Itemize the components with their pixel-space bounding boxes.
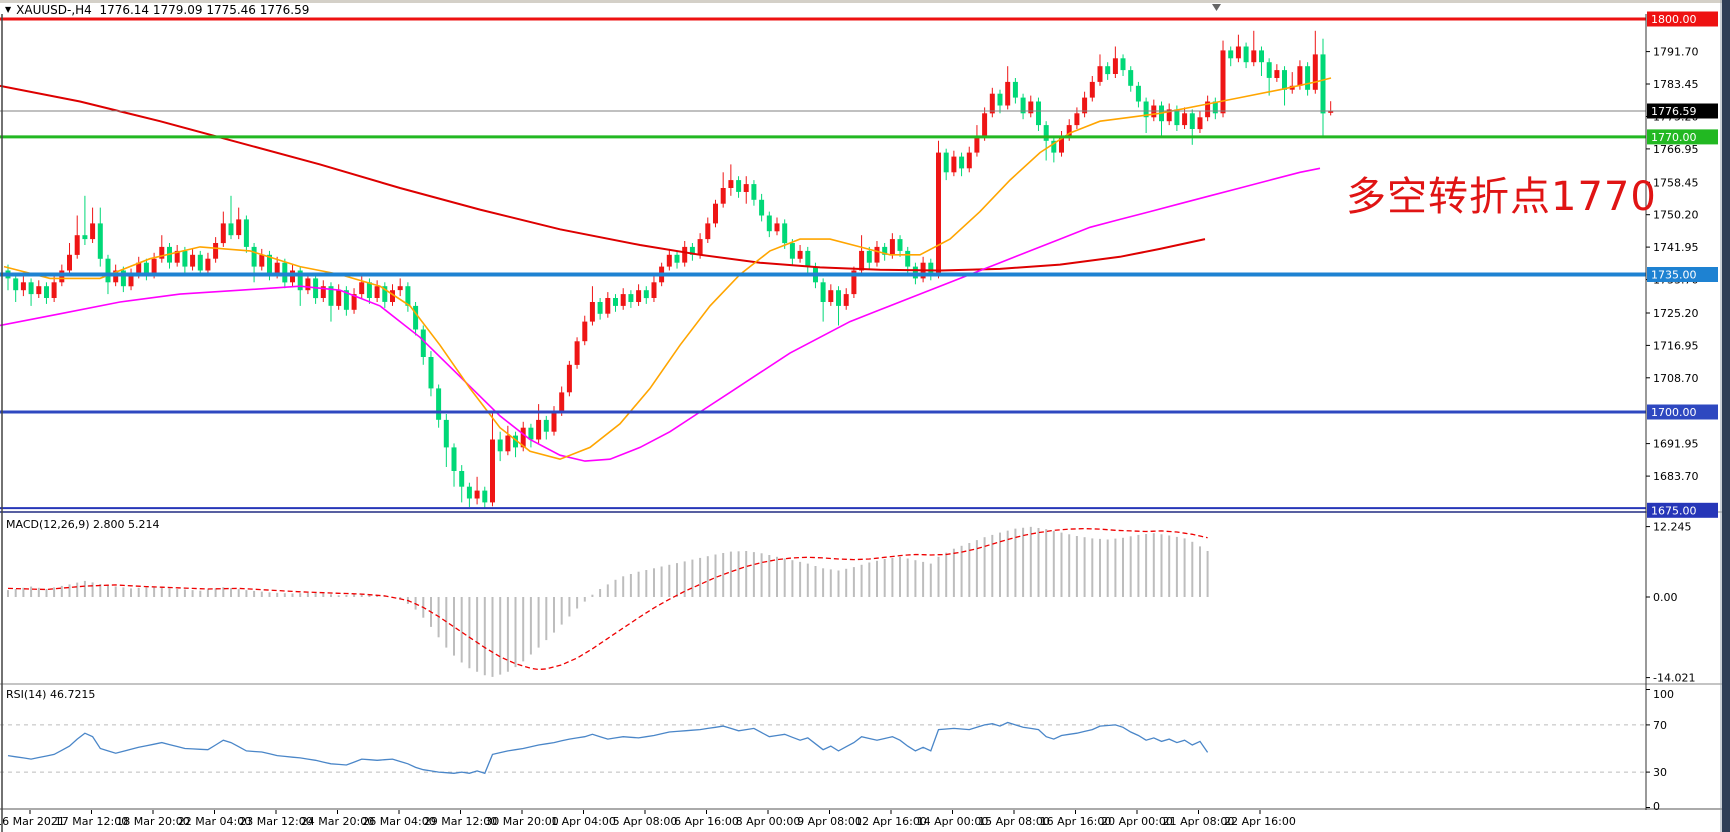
svg-text:1675.00: 1675.00 xyxy=(1651,504,1697,517)
price-axis[interactable] xyxy=(1646,14,1722,810)
svg-text:1758.45: 1758.45 xyxy=(1653,176,1699,189)
indicator-axis-layer: 12.245 0.00 -14.021 100 70 30 0 xyxy=(1646,521,1695,813)
window-top-border xyxy=(0,0,1730,3)
candles-layer xyxy=(5,30,1334,509)
svg-text:16 Apr 16:00: 16 Apr 16:00 xyxy=(1040,815,1112,828)
macd-signal-line xyxy=(7,527,1208,671)
svg-text:1 Apr 04:00: 1 Apr 04:00 xyxy=(551,815,616,828)
svg-text:22 Mar 04:00: 22 Mar 04:00 xyxy=(178,815,251,828)
svg-text:9 Apr 08:00: 9 Apr 08:00 xyxy=(797,815,862,828)
svg-text:1725.20: 1725.20 xyxy=(1653,307,1699,320)
svg-text:8 Apr 00:00: 8 Apr 00:00 xyxy=(736,815,801,828)
main-price-panel[interactable] xyxy=(0,14,1646,510)
ma-slow-red-line xyxy=(0,84,1206,272)
symbol-title-bar[interactable]: ▼ XAUUSD-,H4 1776.14 1779.09 1775.46 177… xyxy=(5,2,310,17)
svg-text:1741.95: 1741.95 xyxy=(1653,241,1699,254)
svg-text:1708.70: 1708.70 xyxy=(1653,372,1699,385)
price-axis-layer: 1791.701783.451775.201766.951758.451750.… xyxy=(1646,11,1718,518)
svg-text:1750.20: 1750.20 xyxy=(1653,209,1699,222)
svg-text:24 Mar 20:00: 24 Mar 20:00 xyxy=(301,815,374,828)
svg-text:17 Mar 12:00: 17 Mar 12:00 xyxy=(55,815,128,828)
svg-text:16 Mar 2021: 16 Mar 2021 xyxy=(0,815,65,828)
svg-text:29 Mar 12:00: 29 Mar 12:00 xyxy=(424,815,497,828)
svg-text:30 Mar 20:00: 30 Mar 20:00 xyxy=(485,815,558,828)
svg-text:0.00: 0.00 xyxy=(1653,591,1678,604)
svg-text:1766.95: 1766.95 xyxy=(1653,143,1699,156)
svg-text:1791.70: 1791.70 xyxy=(1653,46,1699,59)
svg-text:23 Mar 12:00: 23 Mar 12:00 xyxy=(239,815,312,828)
chart-annotation-text: 多空转折点1770 xyxy=(1346,174,1657,220)
svg-text:1776.59: 1776.59 xyxy=(1651,105,1697,118)
svg-text:6 Apr 16:00: 6 Apr 16:00 xyxy=(674,815,739,828)
svg-text:14 Apr 00:00: 14 Apr 00:00 xyxy=(917,815,989,828)
window-scroll-strip[interactable] xyxy=(1722,0,1730,832)
rsi-panel[interactable] xyxy=(0,686,1646,809)
svg-text:1770.00: 1770.00 xyxy=(1651,131,1697,144)
svg-text:1800.00: 1800.00 xyxy=(1651,13,1697,26)
svg-text:12.245: 12.245 xyxy=(1653,521,1692,534)
svg-text:0: 0 xyxy=(1653,800,1660,813)
rsi-indicator-label: RSI(14) 46.7215 xyxy=(6,688,96,701)
chevron-down-icon[interactable]: ▼ xyxy=(5,4,12,14)
rsi-layer xyxy=(0,721,1646,775)
svg-text:1700.00: 1700.00 xyxy=(1651,406,1697,419)
svg-text:15 Apr 08:00: 15 Apr 08:00 xyxy=(978,815,1050,828)
rsi-line xyxy=(7,721,1209,775)
chart-shift-marker-icon xyxy=(1212,4,1221,11)
svg-text:1716.95: 1716.95 xyxy=(1653,339,1699,352)
svg-text:20 Apr 00:00: 20 Apr 00:00 xyxy=(1101,815,1173,828)
svg-text:22 Apr 16:00: 22 Apr 16:00 xyxy=(1224,815,1296,828)
svg-text:5 Apr 08:00: 5 Apr 08:00 xyxy=(613,815,678,828)
macd-layer xyxy=(7,526,1209,677)
svg-text:21 Apr 08:00: 21 Apr 08:00 xyxy=(1163,815,1235,828)
svg-text:-14.021: -14.021 xyxy=(1653,672,1695,685)
ma-fast-orange-line xyxy=(3,77,1332,461)
svg-text:30: 30 xyxy=(1653,766,1667,779)
svg-text:18 Mar 20:00: 18 Mar 20:00 xyxy=(116,815,189,828)
window-edge-layer xyxy=(1720,0,1730,832)
svg-text:1691.95: 1691.95 xyxy=(1653,438,1699,451)
svg-text:1783.45: 1783.45 xyxy=(1653,78,1699,91)
macd-panel[interactable] xyxy=(0,515,1646,683)
svg-text:26 Mar 04:00: 26 Mar 04:00 xyxy=(362,815,435,828)
svg-text:70: 70 xyxy=(1653,719,1667,732)
time-axis[interactable] xyxy=(0,810,1722,832)
ma-mid-magenta-line xyxy=(0,167,1321,462)
svg-text:1735.00: 1735.00 xyxy=(1651,268,1697,281)
macd-indicator-label: MACD(12,26,9) 2.800 5.214 xyxy=(6,518,160,531)
svg-text:12 Apr 16:00: 12 Apr 16:00 xyxy=(855,815,927,828)
svg-text:100: 100 xyxy=(1653,688,1674,701)
symbol-ohlc-title: XAUUSD-,H4 1776.14 1779.09 1775.46 1776.… xyxy=(16,2,310,17)
moving-averages-layer xyxy=(0,77,1332,462)
svg-text:1683.70: 1683.70 xyxy=(1653,470,1699,483)
